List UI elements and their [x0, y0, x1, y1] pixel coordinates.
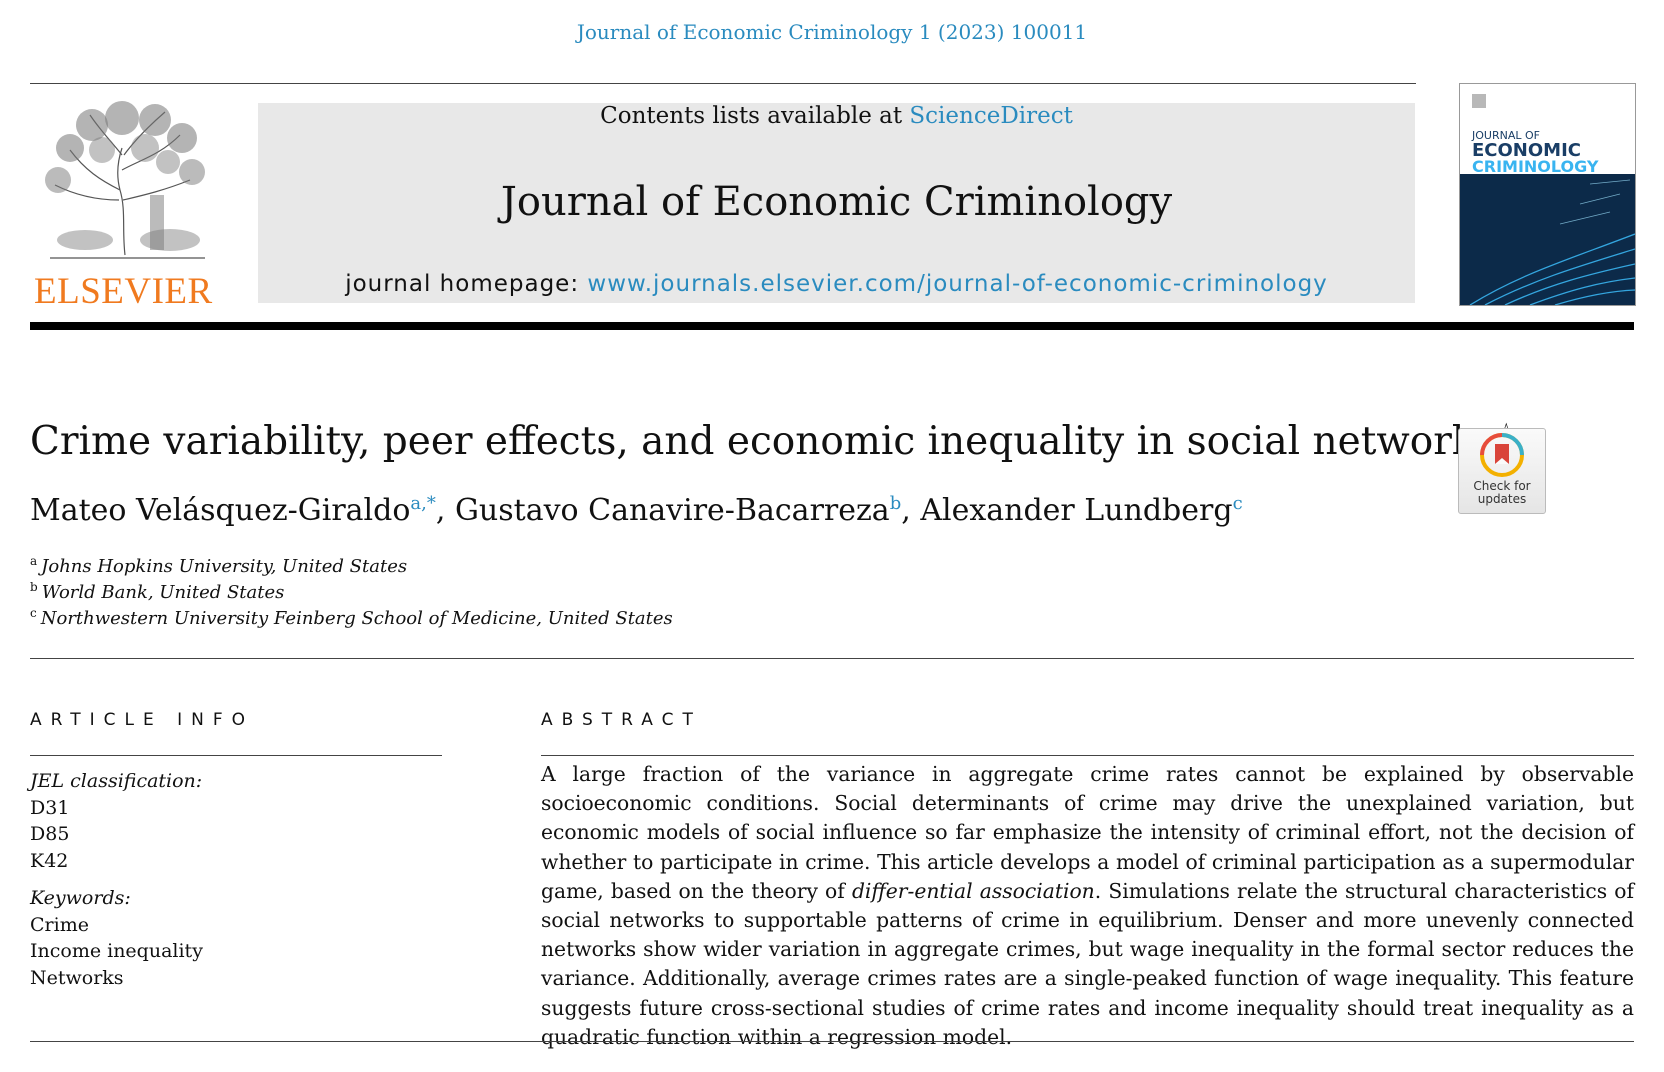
affiliation-mark: a: [30, 554, 38, 568]
article-info-body: JEL classification: D31 D85 K42 Keywords…: [30, 768, 203, 991]
abstract-divider: [541, 755, 1634, 756]
abstract-part1: A large fraction of the variance in aggr…: [541, 762, 1634, 903]
abstract-heading: ABSTRACT: [541, 710, 702, 730]
author-list: Mateo Velásquez-Giraldoa,*, Gustavo Cana…: [30, 493, 1243, 528]
affiliation-mark: c: [30, 606, 37, 620]
jel-code: D31: [30, 796, 70, 819]
keyword-item: Networks: [30, 966, 124, 989]
elsevier-wordmark: ELSEVIER: [34, 271, 213, 312]
cover-title-line2: ECONOMIC: [1472, 140, 1581, 161]
keyword-item: Crime: [30, 913, 89, 936]
journal-name: Journal of Economic Criminology: [500, 179, 1173, 225]
keywords-label: Keywords:: [30, 887, 131, 909]
cover-title-line3: CRIMINOLOGY: [1472, 157, 1599, 176]
check-for-updates-label-line2: updates: [1477, 492, 1527, 506]
affiliation-item: b World Bank, United States: [30, 580, 284, 603]
check-for-updates-button[interactable]: Check for updates: [1458, 428, 1546, 514]
affiliation-item: a Johns Hopkins University, United States: [30, 554, 407, 577]
author-affiliation-mark[interactable]: a,*: [410, 493, 436, 514]
elsevier-tree-logo[interactable]: [30, 100, 215, 310]
author-separator: ,: [435, 493, 455, 528]
keyword-item: Income inequality: [30, 940, 203, 962]
author-affiliation-mark[interactable]: c: [1232, 493, 1243, 514]
top-divider: [30, 83, 1416, 84]
article-info-divider: [30, 755, 442, 756]
affiliation-text: Northwestern University Feinberg School …: [40, 608, 673, 629]
header-thick-rule: [30, 322, 1634, 330]
homepage-prefix: journal homepage:: [345, 271, 588, 297]
article-title: Crime variability, peer effects, and eco…: [30, 418, 1517, 464]
journal-cover-image[interactable]: JOURNAL OF ECONOMIC CRIMINOLOGY: [1459, 83, 1636, 306]
jel-label: JEL classification:: [30, 770, 203, 792]
homepage-link[interactable]: www.journals.elsevier.com/journal-of-eco…: [587, 271, 1328, 297]
affiliations-divider: [30, 658, 1634, 659]
author-affiliation-mark[interactable]: b: [889, 493, 902, 514]
abstract-text: A large fraction of the variance in aggr…: [541, 760, 1634, 1052]
check-for-updates-label-line1: Check for: [1473, 479, 1531, 493]
journal-banner: Contents lists available at ScienceDirec…: [258, 103, 1415, 303]
contents-prefix: Contents lists available at: [600, 103, 910, 129]
homepage-line: journal homepage: www.journals.elsevier.…: [258, 271, 1415, 297]
author-name: Mateo Velásquez-Giraldo: [30, 493, 411, 528]
cover-title-line1: JOURNAL OF: [1471, 129, 1540, 142]
affiliation-text: Johns Hopkins University, United States: [41, 556, 408, 577]
author-name: Alexander Lundberg: [920, 493, 1233, 528]
article-title-text: Crime variability, peer effects, and eco…: [30, 419, 1496, 464]
check-for-updates-label: Check for updates: [1459, 480, 1545, 506]
affiliation-item: c Northwestern University Feinberg School…: [30, 606, 673, 629]
jel-code: D85: [30, 823, 70, 845]
author-name: Gustavo Canavire-Bacarreza: [454, 493, 890, 528]
author-separator: ,: [901, 493, 921, 528]
abstract-part2: . Simulations relate the structural char…: [541, 878, 1634, 1049]
bottom-divider: [30, 1041, 1634, 1042]
contents-line: Contents lists available at ScienceDirec…: [258, 103, 1415, 129]
check-for-updates-icon: [1480, 433, 1524, 477]
affiliation-text: World Bank, United States: [41, 582, 285, 603]
jel-code: K42: [30, 849, 69, 872]
article-info-heading: ARTICLE INFO: [30, 710, 254, 730]
abstract-italic-term: differ-ential association: [851, 878, 1095, 903]
sciencedirect-link[interactable]: ScienceDirect: [909, 103, 1073, 129]
journal-citation[interactable]: Journal of Economic Criminology 1 (2023)…: [576, 20, 1088, 44]
affiliation-mark: b: [30, 580, 38, 594]
